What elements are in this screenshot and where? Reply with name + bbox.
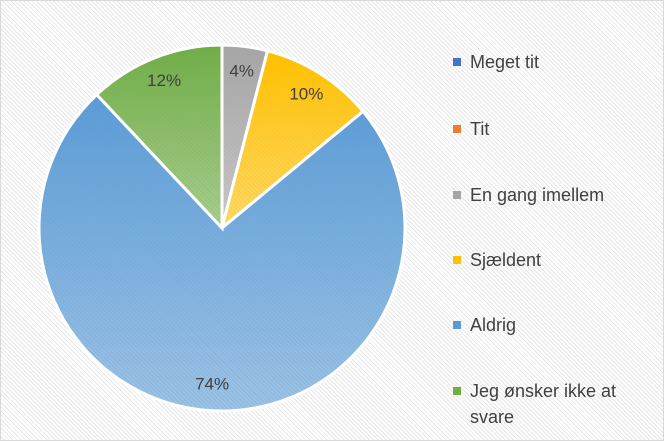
legend-swatch xyxy=(453,58,461,66)
legend-swatch xyxy=(453,125,461,133)
legend-label: Aldrig xyxy=(470,315,517,335)
data-label: 10% xyxy=(289,85,323,104)
pie-slice xyxy=(94,43,224,232)
legend-item: Aldrig xyxy=(453,312,650,338)
pie-slice xyxy=(37,92,407,413)
legend-label: Sjældent xyxy=(470,250,542,270)
legend-item: En gang imellem xyxy=(453,182,650,208)
data-label: 74% xyxy=(195,375,229,394)
legend-swatch xyxy=(453,191,461,199)
legend-swatch xyxy=(453,387,461,395)
legend-item: Tit xyxy=(453,116,650,142)
legend-label: Jeg ønsker ikke at svare xyxy=(470,381,617,427)
legend-item: Sjældent xyxy=(453,247,650,273)
data-label: 12% xyxy=(147,71,181,90)
legend-item: Jeg ønsker ikke at svare xyxy=(453,378,650,430)
data-label: 4% xyxy=(229,61,254,80)
legend-label: En gang imellem xyxy=(470,185,605,205)
legend-swatch xyxy=(453,321,461,329)
pie-slice xyxy=(219,48,366,233)
legend-item: Meget tit xyxy=(453,49,650,75)
legend-label: Tit xyxy=(470,119,490,139)
legend-swatch xyxy=(453,256,461,264)
legend-label: Meget tit xyxy=(470,52,540,72)
